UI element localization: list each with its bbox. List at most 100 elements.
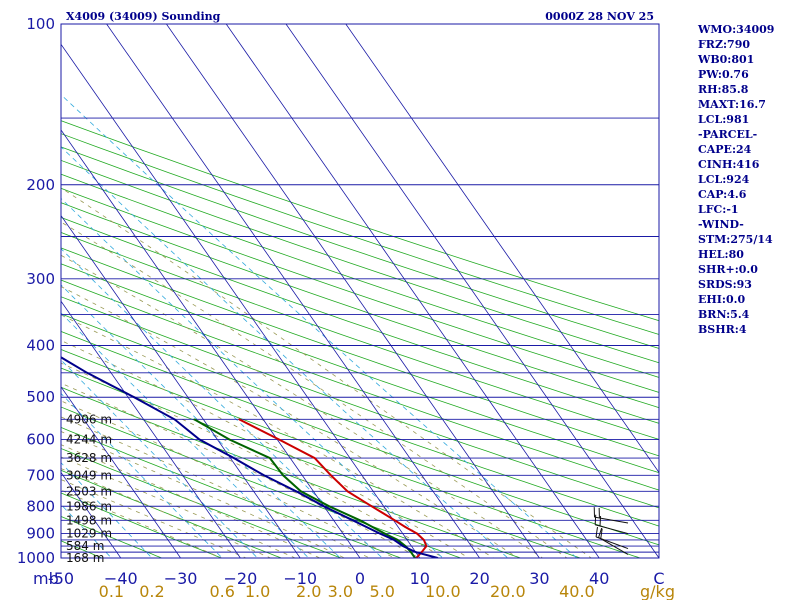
height-label: 584 m [66, 539, 104, 553]
mixing-ratio-tick-label: 40.0 [559, 582, 595, 600]
profile-point [133, 396, 135, 399]
pressure-tick-label: 400 [26, 337, 55, 355]
dry-adiabat [61, 313, 659, 527]
moist-adiabat [61, 468, 272, 558]
mixing-ratio-line [61, 284, 341, 558]
dry-adiabat [61, 159, 659, 364]
index-item: EHI:0.0 [698, 293, 746, 306]
wind-barb-staff [595, 524, 629, 535]
temperature-tick-labels: -50 −40 −30 −20 −10 0 10 20 30 40 C [48, 569, 665, 588]
height-label: 2503 m [66, 484, 112, 498]
height-label: 1986 m [66, 499, 112, 513]
profile-point [425, 545, 428, 548]
temperature-tick-label: 0 [355, 569, 365, 588]
height-label: 3628 m [66, 451, 112, 465]
index-item: SRDS:93 [698, 278, 752, 291]
dry-adiabat [61, 146, 659, 349]
height-label: 1498 m [66, 513, 112, 527]
index-item: LCL:981 [698, 113, 750, 126]
wind-barb-flag [594, 514, 597, 525]
wind-barb [595, 526, 629, 550]
temperature-tick-label: 10 [410, 569, 430, 588]
mixing-ratio-line [61, 248, 383, 558]
profile-point [173, 418, 176, 421]
pressure-tick-labels: 100 200 300 400 500 600 700 800 900 1000 [17, 15, 55, 567]
isotherm [165, 24, 540, 558]
plot-frame [60, 23, 660, 559]
wind-barb-flag [600, 528, 603, 539]
temperature-tick-label: −30 [164, 569, 198, 588]
temperature-tick-label: −20 [224, 569, 258, 588]
wind-barb-staff [594, 516, 629, 524]
mixing-ratio-line [61, 392, 223, 558]
profile-point [351, 519, 354, 522]
wind-barb-staff [598, 537, 629, 555]
temperature-tick-label: -50 [48, 569, 74, 588]
isotherm [61, 300, 241, 558]
temperature-tick-label: 30 [529, 569, 549, 588]
temperature-tick-label: 40 [589, 569, 609, 588]
mixing-ratio-tick-label: 5.0 [370, 582, 395, 600]
moist-adiabats [61, 187, 592, 558]
wind-barb [593, 507, 629, 524]
profile-point [396, 539, 399, 541]
dry-adiabat [61, 515, 163, 558]
mixing-ratio-tick-label: 0.6 [209, 582, 234, 600]
mixing-ratio-tick-label: 1.0 [245, 582, 270, 600]
pressure-tick-label: 200 [26, 176, 55, 194]
index-item: SHR+:0.0 [698, 263, 758, 276]
moist-adiabat [61, 416, 371, 558]
index-item: RH:85.8 [698, 83, 749, 96]
moist-adiabat [61, 382, 421, 558]
chart-time: 0000Z 28 NOV 25 [545, 10, 654, 23]
dry-adiabat [61, 448, 343, 558]
isotherm [106, 24, 481, 558]
index-item: WMO:34009 [698, 23, 775, 36]
profile-point [238, 418, 241, 421]
dry-adiabat [61, 492, 223, 558]
profile-point [359, 519, 361, 522]
moist-adiabat [61, 187, 592, 558]
index-item: LFC:-1 [698, 203, 739, 216]
profile-line [238, 418, 428, 558]
profile-point [322, 505, 325, 508]
profile-point [268, 457, 271, 459]
isotherm [61, 471, 122, 558]
moist-adiabat [61, 444, 321, 558]
wind-barb-staff [595, 536, 629, 550]
profile-point [313, 457, 316, 459]
isotherm [61, 386, 182, 558]
moist-adiabat [61, 456, 296, 558]
profile-point [295, 490, 297, 493]
dry-adiabat [61, 247, 659, 457]
height-label: 4906 m [66, 412, 112, 426]
index-item: -WIND- [698, 218, 744, 231]
mixing-ratio-line [61, 312, 310, 558]
index-item: CINH:416 [698, 158, 760, 171]
pressure-unit-label: mb [33, 569, 59, 588]
dry-adiabat [61, 232, 659, 440]
wind-barb [598, 527, 629, 555]
mixing-ratio-line [61, 94, 578, 558]
profile-point [379, 532, 381, 535]
pressure-tick-label: 700 [26, 466, 55, 484]
dry-adiabats [61, 120, 659, 558]
wind-barbs [593, 507, 629, 555]
profile-point [393, 539, 395, 541]
dry-adiabat [61, 406, 462, 558]
wind-barb-flag [595, 526, 598, 537]
profile-point [383, 532, 386, 535]
dry-adiabat [61, 367, 582, 558]
index-item: BSHR:4 [698, 323, 747, 336]
dry-adiabat [61, 263, 659, 474]
temperature-tick-label: 20 [469, 569, 489, 588]
mixing-ratio-line [61, 146, 509, 558]
index-item: CAP:4.6 [698, 188, 747, 201]
chart-title: X4009 (34009) Sounding [66, 10, 221, 23]
profile-point [282, 474, 284, 477]
pressure-tick-label: 600 [26, 431, 55, 449]
profile-point [402, 545, 405, 548]
pressure-tick-label: 1000 [17, 549, 55, 567]
isotherm [225, 24, 600, 558]
